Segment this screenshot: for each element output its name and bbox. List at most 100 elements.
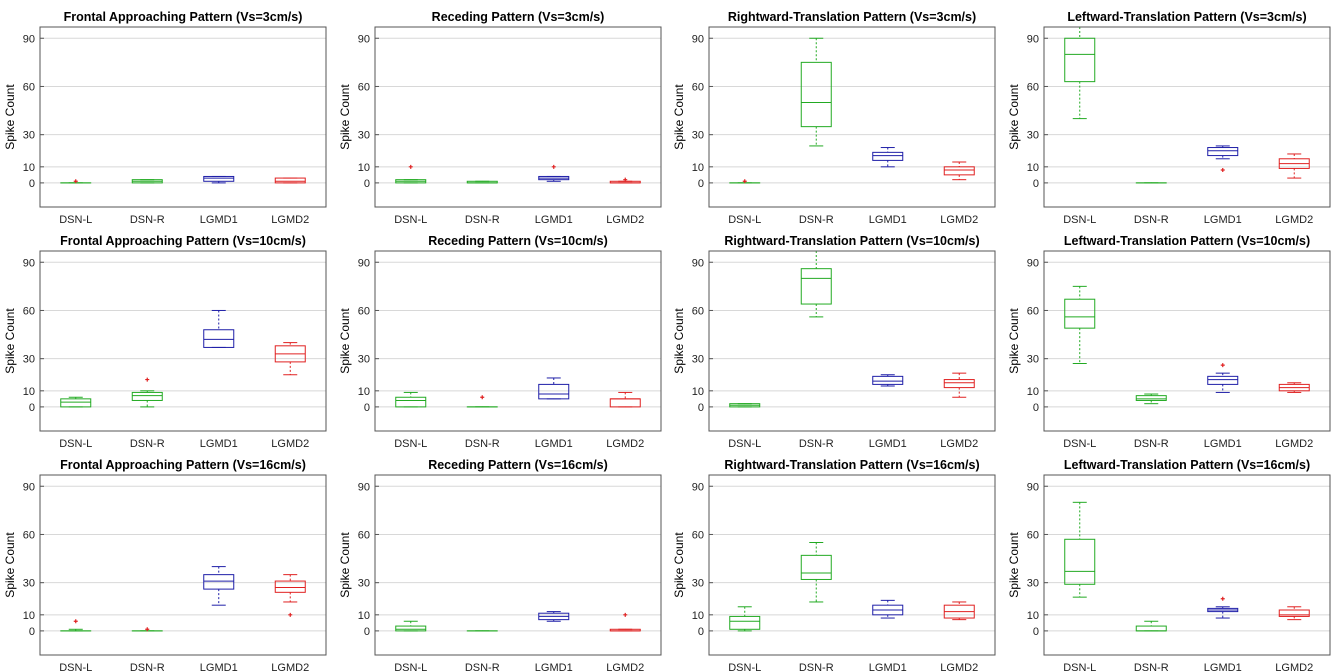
box-lgmd1 xyxy=(1207,596,1239,619)
subplot-3: 0 10 30 60 90 DSN-L DSN-R LGMD1 LGMD2 Spike Count… xyxy=(1007,10,1331,226)
y-tick-label: 0 xyxy=(698,626,704,638)
y-tick-label: 10 xyxy=(23,610,35,622)
subplot-title: Receding Pattern (Vs=10cm/s) xyxy=(428,234,608,248)
y-tick-label: 90 xyxy=(1027,33,1039,45)
subplot-9: 0 10 30 60 90 DSN-L DSN-R LGMD1 LGMD2 Spike Count… xyxy=(338,458,662,672)
y-tick-label: 60 xyxy=(23,529,35,541)
subplot-title: Leftward-Translation Pattern (Vs=10cm/s) xyxy=(1064,234,1310,248)
y-tick-label: 60 xyxy=(358,529,370,541)
y-tick-label: 0 xyxy=(29,402,35,414)
y-tick-label: 90 xyxy=(358,33,370,45)
x-tick-label: DSN-R xyxy=(1134,438,1169,450)
box-lgmd1 xyxy=(538,164,570,182)
box-dsn-r xyxy=(131,179,163,184)
plot-frame xyxy=(39,26,327,208)
outlier-point xyxy=(480,395,485,400)
box-iqr xyxy=(800,554,832,580)
y-tick-label: 10 xyxy=(692,386,704,398)
y-tick-label: 10 xyxy=(358,386,370,398)
box-lgmd2 xyxy=(943,161,975,181)
subplot-4: 0 10 30 60 90 DSN-L DSN-R LGMD1 LGMD2 Spike Count… xyxy=(3,234,327,450)
box-iqr xyxy=(800,268,832,305)
box-iqr xyxy=(203,574,235,590)
x-tick-label: LGMD2 xyxy=(606,214,644,226)
x-tick-label: DSN-L xyxy=(1063,438,1096,450)
outlier-point xyxy=(408,164,413,169)
x-tick-label: LGMD2 xyxy=(940,214,978,226)
box-dsn-l xyxy=(729,179,761,184)
plot-area xyxy=(40,251,326,431)
y-axis-label: Spike Count xyxy=(1007,532,1021,598)
outlier-point xyxy=(623,612,628,617)
box-lgmd1 xyxy=(538,611,570,622)
y-axis-label: Spike Count xyxy=(338,84,352,150)
y-tick-label: 10 xyxy=(1027,610,1039,622)
y-tick-label: 90 xyxy=(23,33,35,45)
x-tick-label: LGMD1 xyxy=(869,438,907,450)
y-tick-label: 30 xyxy=(23,130,35,142)
x-tick-label: LGMD1 xyxy=(200,662,238,672)
x-tick-label: LGMD1 xyxy=(869,214,907,226)
x-tick-label: LGMD1 xyxy=(200,214,238,226)
x-tick-label: DSN-R xyxy=(130,662,165,672)
y-tick-label: 10 xyxy=(23,162,35,174)
x-tick-label: LGMD1 xyxy=(1204,438,1242,450)
x-tick-label: DSN-L xyxy=(728,214,761,226)
box-dsn-l xyxy=(729,403,761,408)
x-tick-label: DSN-L xyxy=(728,662,761,672)
box-lgmd1 xyxy=(203,566,235,606)
y-tick-label: 60 xyxy=(1027,529,1039,541)
subplot-8: 0 10 30 60 90 DSN-L DSN-R LGMD1 LGMD2 Spike Count… xyxy=(3,458,327,672)
y-tick-label: 90 xyxy=(692,33,704,45)
y-tick-label: 10 xyxy=(23,386,35,398)
plot-area xyxy=(40,475,326,655)
box-iqr xyxy=(943,379,975,389)
box-dsn-l xyxy=(1064,27,1096,120)
outlier-point xyxy=(73,179,78,184)
plot-area xyxy=(375,251,661,431)
y-tick-label: 30 xyxy=(358,354,370,366)
box-dsn-r xyxy=(1135,620,1167,632)
outlier-point xyxy=(551,164,556,169)
box-lgmd2 xyxy=(1278,382,1310,393)
x-tick-label: DSN-L xyxy=(59,438,92,450)
x-tick-label: DSN-R xyxy=(465,214,500,226)
x-tick-label: LGMD2 xyxy=(606,438,644,450)
plot-area xyxy=(1044,27,1330,207)
outlier-point xyxy=(73,619,78,624)
box-lgmd2 xyxy=(943,372,975,398)
box-dsn-l xyxy=(395,620,427,632)
subplot-title: Receding Pattern (Vs=3cm/s) xyxy=(432,10,605,24)
box-iqr xyxy=(1207,375,1239,385)
subplot-10: 0 10 30 60 90 DSN-L DSN-R LGMD1 LGMD2 Spike Count… xyxy=(672,458,996,672)
y-tick-label: 30 xyxy=(358,130,370,142)
box-dsn-r xyxy=(131,377,163,408)
x-tick-label: LGMD1 xyxy=(1204,662,1242,672)
x-tick-label: LGMD1 xyxy=(535,214,573,226)
y-tick-label: 90 xyxy=(692,257,704,269)
plot-frame xyxy=(374,26,662,208)
plot-area xyxy=(709,475,995,655)
y-tick-label: 60 xyxy=(1027,81,1039,93)
x-tick-label: DSN-R xyxy=(799,438,834,450)
y-tick-label: 90 xyxy=(692,481,704,493)
y-tick-label: 90 xyxy=(358,257,370,269)
y-tick-label: 30 xyxy=(1027,578,1039,590)
x-tick-label: LGMD2 xyxy=(1275,214,1313,226)
box-iqr xyxy=(729,615,761,630)
y-tick-label: 90 xyxy=(1027,481,1039,493)
box-dsn-r xyxy=(466,395,498,408)
y-tick-label: 30 xyxy=(23,578,35,590)
subplot-title: Frontal Approaching Pattern (Vs=10cm/s) xyxy=(60,234,306,248)
box-iqr xyxy=(395,625,427,632)
box-iqr xyxy=(395,396,427,408)
outlier-point xyxy=(1220,168,1225,173)
y-axis-label: Spike Count xyxy=(3,84,17,150)
y-tick-label: 30 xyxy=(692,354,704,366)
x-tick-label: LGMD1 xyxy=(535,662,573,672)
box-iqr xyxy=(131,391,163,401)
x-tick-label: DSN-L xyxy=(59,214,92,226)
box-iqr xyxy=(274,177,306,184)
box-lgmd2 xyxy=(1278,606,1310,621)
